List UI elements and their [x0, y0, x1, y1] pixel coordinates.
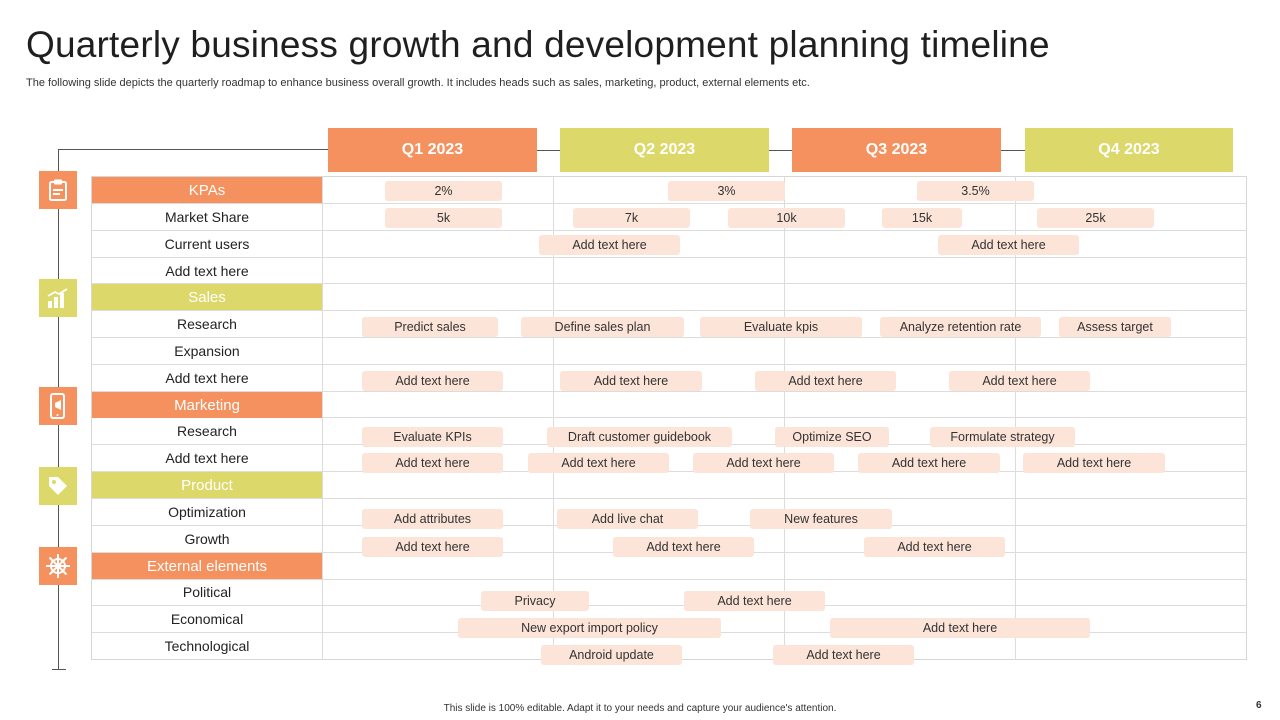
page-subtitle: The following slide depicts the quarterl… — [26, 77, 810, 89]
task-pill: 3% — [668, 181, 785, 201]
task-pill: Evaluate KPIs — [362, 427, 503, 447]
mobile-megaphone-icon — [39, 387, 77, 425]
task-pill: 25k — [1037, 208, 1154, 228]
task-pill: Add text here — [560, 371, 702, 391]
task-pill: Define sales plan — [521, 317, 684, 337]
clipboard-icon — [39, 171, 77, 209]
task-pill: Add text here — [362, 371, 503, 391]
task-pill: 15k — [882, 208, 962, 228]
row-label-optimization: Optimization — [168, 504, 246, 520]
task-pill: Add text here — [362, 453, 503, 473]
task-pill: 2% — [385, 181, 502, 201]
section-external-elements: External elements — [92, 553, 322, 579]
row-label-sales-add: Add text here — [165, 370, 249, 386]
row-label-sales-research: Research — [177, 316, 237, 332]
task-pill: Privacy — [481, 591, 589, 611]
grid-line — [91, 230, 1247, 231]
task-pill: Add text here — [949, 371, 1090, 391]
section-marketing: Marketing — [92, 392, 322, 418]
task-pill: Add text here — [830, 618, 1090, 638]
row-label-market-share: Market Share — [164, 209, 250, 225]
grid-line — [91, 283, 1247, 284]
quarter-connector — [1001, 150, 1025, 151]
ship-wheel-icon — [39, 547, 77, 585]
task-pill: New features — [750, 509, 892, 529]
task-pill: Add text here — [613, 537, 754, 557]
page-title: Quarterly business growth and developmen… — [26, 24, 1050, 65]
grid-line — [322, 176, 323, 660]
row-label-growth: Growth — [184, 531, 230, 547]
task-pill: Optimize SEO — [775, 427, 889, 447]
grid-line — [91, 337, 1247, 338]
task-pill: Add text here — [773, 645, 914, 665]
page-number: 6 — [1256, 700, 1262, 711]
task-pill: Add text here — [938, 235, 1079, 255]
task-pill: Add text here — [858, 453, 1000, 473]
row-label-political: Political — [182, 584, 232, 600]
grid-line — [91, 257, 1247, 258]
task-pill: Add text here — [539, 235, 680, 255]
grid-line — [1015, 176, 1016, 660]
grid-line — [91, 203, 1247, 204]
task-pill: 5k — [385, 208, 502, 228]
timeline-connector — [58, 149, 328, 150]
grid-line — [91, 605, 1247, 606]
tag-icon — [39, 467, 77, 505]
row-label-marketing-research: Research — [177, 423, 237, 439]
row-label-economical: Economical — [170, 611, 244, 627]
section-kpas: KPAs — [92, 177, 322, 203]
grid-line — [91, 417, 1247, 418]
quarter-header-q4: Q4 2023 — [1025, 128, 1233, 172]
row-label-expansion: Expansion — [174, 343, 240, 359]
grid-line — [91, 471, 1247, 472]
task-pill: Assess target — [1059, 317, 1171, 337]
task-pill: Add text here — [528, 453, 669, 473]
quarter-header-q3: Q3 2023 — [792, 128, 1001, 172]
quarter-connector — [537, 150, 560, 151]
row-label-current-users: Current users — [164, 236, 250, 252]
grid-line — [91, 579, 1247, 580]
task-pill: Add live chat — [557, 509, 698, 529]
task-pill: Add text here — [362, 537, 503, 557]
timeline-end — [52, 669, 66, 670]
quarter-connector — [769, 150, 792, 151]
task-pill: 3.5% — [917, 181, 1034, 201]
task-pill: Add text here — [684, 591, 825, 611]
row-label-marketing-add: Add text here — [165, 450, 249, 466]
task-pill: Add attributes — [362, 509, 503, 529]
footer-note: This slide is 100% editable. Adapt it to… — [443, 703, 837, 714]
section-product: Product — [92, 472, 322, 498]
task-pill: Evaluate kpis — [700, 317, 862, 337]
task-pill: Add text here — [864, 537, 1005, 557]
grid-line — [91, 364, 1247, 365]
task-pill: 7k — [573, 208, 690, 228]
grid-line — [91, 391, 1247, 392]
task-pill: Add text here — [693, 453, 834, 473]
grid-line — [553, 176, 554, 660]
task-pill: Draft customer guidebook — [547, 427, 732, 447]
grid-line — [91, 310, 1247, 311]
task-pill: Analyze retention rate — [880, 317, 1041, 337]
task-pill: Add text here — [1023, 453, 1165, 473]
section-sales: Sales — [92, 284, 322, 310]
grid-line — [784, 176, 785, 660]
grid-line — [91, 498, 1247, 499]
task-pill: Android update — [541, 645, 682, 665]
bar-chart-icon — [39, 279, 77, 317]
task-pill: Add text here — [755, 371, 896, 391]
quarter-header-q1: Q1 2023 — [328, 128, 537, 172]
task-pill: Formulate strategy — [930, 427, 1075, 447]
row-label-kpa-add: Add text here — [165, 263, 249, 279]
quarter-header-q2: Q2 2023 — [560, 128, 769, 172]
row-label-technological: Technological — [164, 638, 250, 654]
task-pill: 10k — [728, 208, 845, 228]
task-pill: New export import policy — [458, 618, 721, 638]
task-pill: Predict sales — [362, 317, 498, 337]
